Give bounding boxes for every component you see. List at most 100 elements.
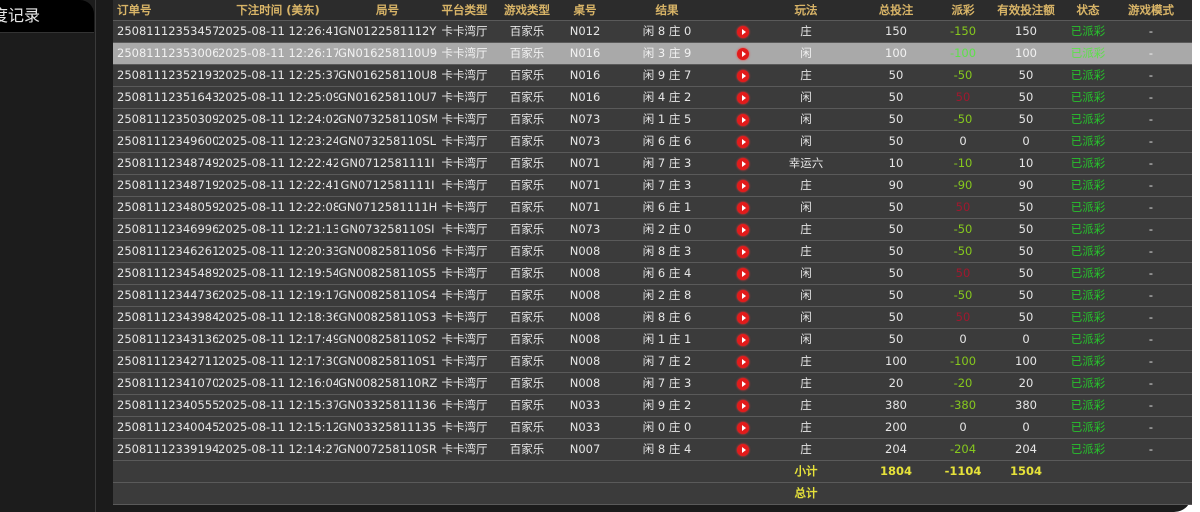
game-type-cell: 百家乐: [509, 46, 545, 60]
payout-cell: -150: [949, 24, 977, 38]
total-bet-cell: 50: [888, 222, 904, 236]
order-id-cell: 250811123454890: [117, 266, 218, 280]
result-cell: 闲 8 庄 4: [642, 442, 692, 456]
replay-cell: [726, 21, 760, 42]
sidebar-item-records[interactable]: 度记录: [0, 0, 94, 33]
play-icon[interactable]: [737, 377, 749, 390]
play-icon[interactable]: [737, 135, 749, 148]
valid-bet-cell: 50: [1018, 288, 1034, 302]
play-icon[interactable]: [737, 223, 749, 236]
table-row[interactable]: 250811123431365 2025-08-11 12:17:49 GN0082…: [113, 329, 1192, 351]
payout-cell: 50: [955, 266, 971, 280]
table-row[interactable]: 250811123516430 2025-08-11 12:25:09 GN0162…: [113, 87, 1192, 109]
status-cell: 已派彩: [1070, 442, 1106, 456]
game-mode-cell: -: [1148, 200, 1154, 214]
bet-type-cell: 庄: [800, 420, 812, 434]
table-row[interactable]: 250811123427117 2025-08-11 12:17:30 GN0082…: [113, 351, 1192, 373]
valid-bet-cell: 90: [1018, 178, 1034, 192]
play-icon[interactable]: [737, 91, 749, 104]
round-id-cell: GN073258110SM: [338, 112, 437, 126]
order-id-cell: 250811123487494: [117, 156, 218, 170]
subtotal-total-bet: 1804: [879, 464, 912, 478]
status-cell: 已派彩: [1070, 420, 1106, 434]
table-row[interactable]: 250811123454890 2025-08-11 12:19:54 GN0082…: [113, 263, 1192, 285]
valid-bet-cell: 10: [1018, 156, 1034, 170]
table-row[interactable]: 250811123462613 2025-08-11 12:20:33 GN0082…: [113, 241, 1192, 263]
column-header: 游戏类型: [504, 3, 550, 17]
valid-bet-cell: 204: [1015, 442, 1037, 456]
table-row[interactable]: 250811123521935 2025-08-11 12:25:37 GN0162…: [113, 65, 1192, 87]
table-row[interactable]: 250811123487494 2025-08-11 12:22:42 GN0712…: [113, 153, 1192, 175]
table-row[interactable]: 250811123496007 2025-08-11 12:23:24 GN0732…: [113, 131, 1192, 153]
payout-cell: -204: [949, 442, 977, 456]
replay-cell: [726, 307, 760, 328]
payout-cell: -50: [953, 112, 973, 126]
game-mode-cell: -: [1148, 266, 1154, 280]
valid-bet-cell: 380: [1015, 398, 1037, 412]
table-row[interactable]: 250811123487197 2025-08-11 12:22:41 GN0712…: [113, 175, 1192, 197]
table-row[interactable]: 250811123503091 2025-08-11 12:24:02 GN0732…: [113, 109, 1192, 131]
play-icon[interactable]: [737, 113, 749, 126]
bet-time-cell: 2025-08-11 12:26:41: [218, 24, 338, 38]
table-no-cell: N071: [569, 178, 601, 192]
play-icon[interactable]: [737, 267, 749, 280]
order-id-cell: 250811123439840: [117, 310, 218, 324]
result-cell: 闲 7 庄 2: [642, 354, 692, 368]
column-header: 派彩: [951, 3, 975, 17]
replay-cell: [726, 285, 760, 306]
bet-type-cell: 闲: [800, 288, 812, 302]
total-bet-cell: 10: [888, 156, 904, 170]
table-row[interactable]: 250811123391941 2025-08-11 12:14:27 GN0072…: [113, 439, 1192, 461]
table-row[interactable]: 250811123405550 2025-08-11 12:15:37 GN0332…: [113, 395, 1192, 417]
grand-total-label: 总计: [794, 486, 818, 500]
table-row[interactable]: 250811123530061 2025-08-11 12:26:17 GN0162…: [113, 43, 1192, 65]
table-row[interactable]: 250811123439840 2025-08-11 12:18:36 GN0082…: [113, 307, 1192, 329]
play-icon[interactable]: [737, 443, 749, 456]
bet-time-cell: 2025-08-11 12:14:27: [218, 442, 338, 456]
play-icon[interactable]: [737, 289, 749, 302]
payout-cell: 50: [955, 310, 971, 324]
bet-time-cell: 2025-08-11 12:24:02: [218, 112, 338, 126]
play-icon[interactable]: [737, 69, 749, 82]
game-type-cell: 百家乐: [509, 178, 545, 192]
order-id-cell: 250811123400452: [117, 420, 218, 434]
play-icon[interactable]: [737, 399, 749, 412]
column-header: 有效投注额: [997, 3, 1055, 17]
grand-total-row: 总计: [113, 483, 1192, 505]
table-row[interactable]: 250811123469963 2025-08-11 12:21:13 GN0732…: [113, 219, 1192, 241]
table-row[interactable]: 250811123534570 2025-08-11 12:26:41 GN0122…: [113, 21, 1192, 43]
order-id-cell: 250811123410706: [117, 376, 218, 390]
play-icon[interactable]: [737, 179, 749, 192]
order-id-cell: 250811123503091: [117, 112, 218, 126]
platform-cell: 卡卡湾厅: [441, 244, 488, 258]
result-cell: 闲 7 庄 3: [642, 376, 692, 390]
play-icon[interactable]: [737, 157, 749, 170]
status-cell: 已派彩: [1070, 90, 1106, 104]
payout-cell: -380: [949, 398, 977, 412]
bet-time-cell: 2025-08-11 12:25:37: [218, 68, 338, 82]
status-cell: 已派彩: [1070, 376, 1106, 390]
result-cell: 闲 8 庄 6: [642, 310, 692, 324]
table-row[interactable]: 250811123480595 2025-08-11 12:22:08 GN0712…: [113, 197, 1192, 219]
table-row[interactable]: 250811123410706 2025-08-11 12:16:04 GN0082…: [113, 373, 1192, 395]
play-icon[interactable]: [737, 333, 749, 346]
play-icon[interactable]: [737, 245, 749, 258]
game-mode-cell: -: [1148, 68, 1154, 82]
table-no-cell: N073: [569, 222, 601, 236]
play-icon[interactable]: [737, 201, 749, 214]
payout-cell: 50: [955, 90, 971, 104]
order-id-cell: 250811123521935: [117, 68, 218, 82]
play-icon[interactable]: [737, 25, 749, 38]
game-mode-cell: -: [1148, 112, 1154, 126]
play-icon[interactable]: [737, 311, 749, 324]
table-row[interactable]: 250811123400452 2025-08-11 12:15:12 GN0332…: [113, 417, 1192, 439]
play-icon[interactable]: [737, 421, 749, 434]
table-no-cell: N008: [569, 244, 601, 258]
platform-cell: 卡卡湾厅: [441, 178, 488, 192]
table-row[interactable]: 250811123447367 2025-08-11 12:19:17 GN0082…: [113, 285, 1192, 307]
play-icon[interactable]: [737, 355, 749, 368]
column-header: 玩法: [794, 3, 818, 17]
bet-time-cell: 2025-08-11 12:20:33: [218, 244, 338, 258]
play-icon[interactable]: [737, 47, 749, 60]
sidebar: 度记录: [0, 0, 96, 512]
